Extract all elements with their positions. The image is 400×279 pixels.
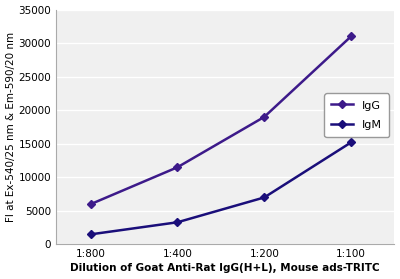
IgM <box>88 233 93 236</box>
IgM <box>349 141 354 144</box>
IgM <box>175 221 180 224</box>
Line: IgM: IgM <box>88 140 354 237</box>
Legend: IgG, IgM: IgG, IgM <box>324 93 389 137</box>
IgG <box>88 203 93 206</box>
IgG <box>349 35 354 38</box>
Line: IgG: IgG <box>88 33 354 207</box>
X-axis label: Dilution of Goat Anti-Rat IgG(H+L), Mouse ads-TRITC: Dilution of Goat Anti-Rat IgG(H+L), Mous… <box>70 263 380 273</box>
Y-axis label: FI at Ex-540/25 nm & Em-590/20 nm: FI at Ex-540/25 nm & Em-590/20 nm <box>6 32 16 222</box>
IgG <box>262 115 267 119</box>
IgG <box>175 165 180 169</box>
IgM <box>262 196 267 199</box>
